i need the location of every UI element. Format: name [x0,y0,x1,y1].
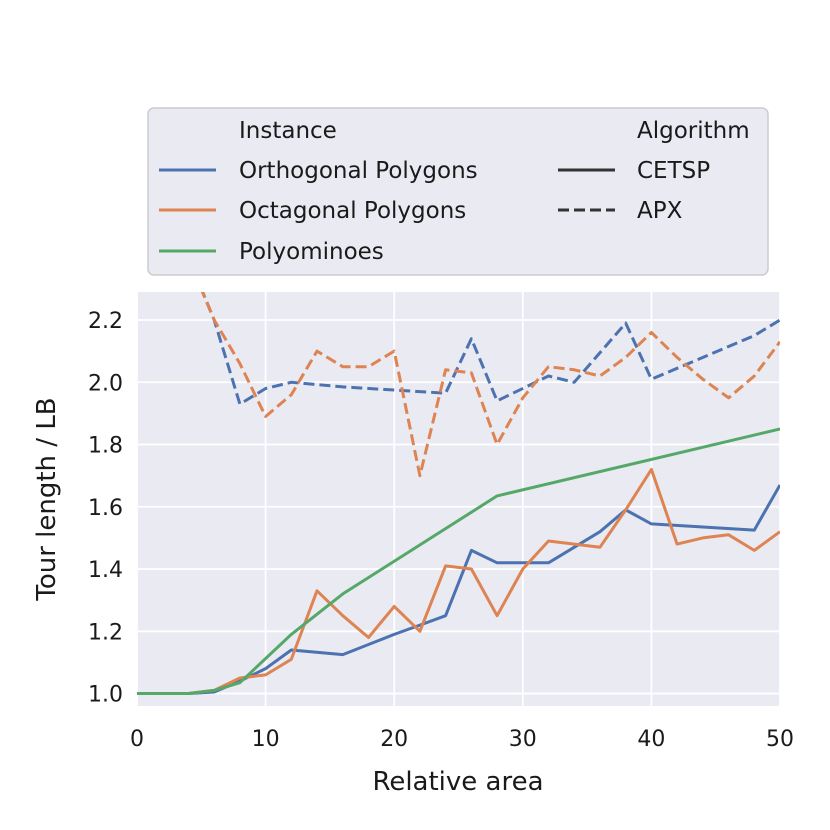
legend-label-orthogonal: Orthogonal Polygons [239,158,478,184]
legend: Instance Algorithm Orthogonal Polygons O… [147,107,769,276]
legend-label-cetsp: CETSP [637,158,710,184]
grid [136,292,781,706]
series-line-orthogonal-polygons-apx [200,292,780,406]
x-tick-label: 10 [252,727,280,752]
y-tick-label: 1.8 [88,434,123,459]
series-lines [137,292,780,695]
legend-box [147,107,769,276]
series-line-polyominoes-cetsp [137,427,780,695]
plot-area [137,292,780,706]
legend-algorithm-title: Algorithm [637,118,750,144]
legend-instance-title: Instance [239,118,337,144]
y-tick-label: 1.0 [88,683,123,708]
x-tick-label: 40 [637,727,665,752]
tick-labels: 0 10 20 30 40 50 1.0 1.2 1.4 1.6 1.8 2.0 2.2 [88,309,794,752]
x-tick-label: 20 [380,727,408,752]
x-axis-label: Relative area [372,767,543,797]
y-tick-label: 1.6 [88,496,123,521]
y-tick-label: 1.4 [88,558,123,583]
y-tick-label: 1.2 [88,620,123,645]
legend-label-octagonal: Octagonal Polygons [239,198,466,224]
legend-label-polyominoes: Polyominoes [239,239,384,265]
y-axis-label: Tour length / LB [32,397,62,601]
y-tick-label: 2.2 [88,309,123,334]
legend-label-apx: APX [637,198,683,224]
x-tick-label: 30 [509,727,537,752]
x-tick-label: 0 [130,727,144,752]
y-tick-label: 2.0 [88,371,123,396]
x-tick-label: 50 [766,727,794,752]
series-line-octagonal-polygons-apx [200,292,780,478]
